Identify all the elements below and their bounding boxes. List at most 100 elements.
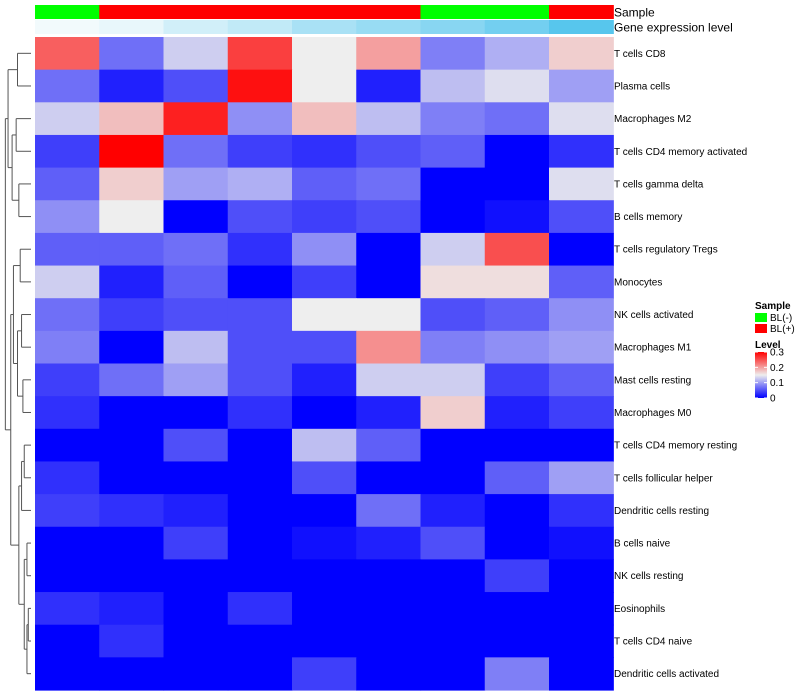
heatmap-cell [420,657,486,691]
row-label-macrophages-m1: Macrophages M1 [614,343,692,354]
row-label-t-cells-regulatory-tregs: T cells regulatory Tregs [614,245,718,256]
heatmap-cell [292,494,357,528]
heatmap-cell [35,526,100,560]
heatmap-cell [292,526,357,560]
heatmap-cell [484,265,550,299]
expression-annotation-cell [549,20,614,34]
heatmap-cell [549,363,614,397]
heatmap-cell [163,167,229,201]
heatmap-cell [356,428,422,463]
heatmap-cell [484,428,550,463]
heatmap-cell [99,494,165,528]
heatmap-cell [356,461,422,495]
heatmap-cell [292,363,357,397]
heatmap-cell [35,69,100,103]
legend-swatch-bl-pos [755,324,767,333]
heatmap-cell [292,37,357,71]
heatmap-cell [292,298,357,332]
sample-annotation-cell [292,5,357,19]
sample-annotation-cell [549,5,614,19]
heatmap-cell [163,134,229,169]
level-tick-label: 0.2 [770,363,784,374]
level-tick-label: 0.3 [770,348,784,359]
heatmap-cell [549,428,614,463]
heatmap-cell [356,265,422,299]
heatmap-cell [549,526,614,560]
heatmap-cell [356,69,422,103]
expression-annotation-cell [163,20,229,34]
heatmap-cell [99,428,165,463]
annotation-label-gene-expression-level: Gene expression level [614,21,733,35]
heatmap-cell [99,200,165,234]
legend-swatch-bl-neg [755,313,767,322]
heatmap-cell [549,592,614,626]
heatmap-cell [35,134,100,169]
heatmap-cell [163,363,229,397]
row-label-mast-cells-resting: Mast cells resting [614,375,691,386]
heatmap-cell [420,200,486,234]
heatmap-cell [356,298,422,332]
annotation-label-sample: Sample [614,6,655,20]
heatmap-cell [163,624,229,658]
heatmap-cell [356,559,422,593]
heatmap-cell [484,134,550,169]
heatmap-cell [227,363,293,397]
heatmap-cell [35,200,100,234]
heatmap-cell [420,167,486,201]
heatmap-cell [420,624,486,658]
row-label-b-cells-naive: B cells naive [614,539,671,550]
heatmap-cell [420,232,486,267]
heatmap-cell [356,363,422,397]
legend-sample-title: Sample [755,301,791,312]
heatmap-cell [99,330,165,365]
heatmap-cell [163,559,229,593]
heatmap-cell [35,559,100,593]
heatmap-cell [292,69,357,103]
heatmap-cell [484,592,550,626]
heatmap-cell [99,396,165,430]
heatmap-cell [484,330,550,365]
level-tick-label: 0.1 [770,378,784,389]
sample-annotation-cell [420,5,486,19]
heatmap-cell [163,396,229,430]
level-ticks: 0.3 0.2 0.1 0 [755,348,784,405]
legend-level-title: Level [755,340,781,351]
heatmap-cell [549,200,614,234]
level-tick-label: 0 [770,394,776,405]
heatmap-cell [549,396,614,430]
heatmap-cell [227,428,293,463]
expression-annotation-cell [99,20,165,34]
row-label-t-cells-cd4-memory-resting: T cells CD4 memory resting [614,441,737,452]
heatmap-cell [163,298,229,332]
heatmap-cell [35,298,100,332]
heatmap-cell [292,624,357,658]
heatmap-cell [99,37,165,71]
heatmap-cell [292,396,357,430]
heatmap-cell [163,265,229,299]
sample-annotation-cell [163,5,229,19]
heatmap-cell [292,200,357,234]
heatmap-cell [227,37,293,71]
expression-annotation-cell [356,20,422,34]
heatmap-cell [163,200,229,234]
row-label-macrophages-m0: Macrophages M0 [614,408,692,419]
heatmap-cell [292,134,357,169]
heatmap-cell [99,592,165,626]
heatmap-cell [292,428,357,463]
heatmap-cell [227,657,293,691]
heatmap-cell [356,592,422,626]
expression-annotation-cell [484,20,550,34]
heatmap-cell [35,592,100,626]
heatmap-cell [484,461,550,495]
heatmap-cell [549,330,614,365]
heatmap-cell [227,461,293,495]
heatmap-cell [99,363,165,397]
sample-annotation-cell [99,5,165,19]
heatmap-cell [356,494,422,528]
heatmap-cell [420,559,486,593]
heatmap-cell [420,363,486,397]
heatmap-cell [227,134,293,169]
heatmap-cell [99,461,165,495]
heatmap-cell [227,167,293,201]
